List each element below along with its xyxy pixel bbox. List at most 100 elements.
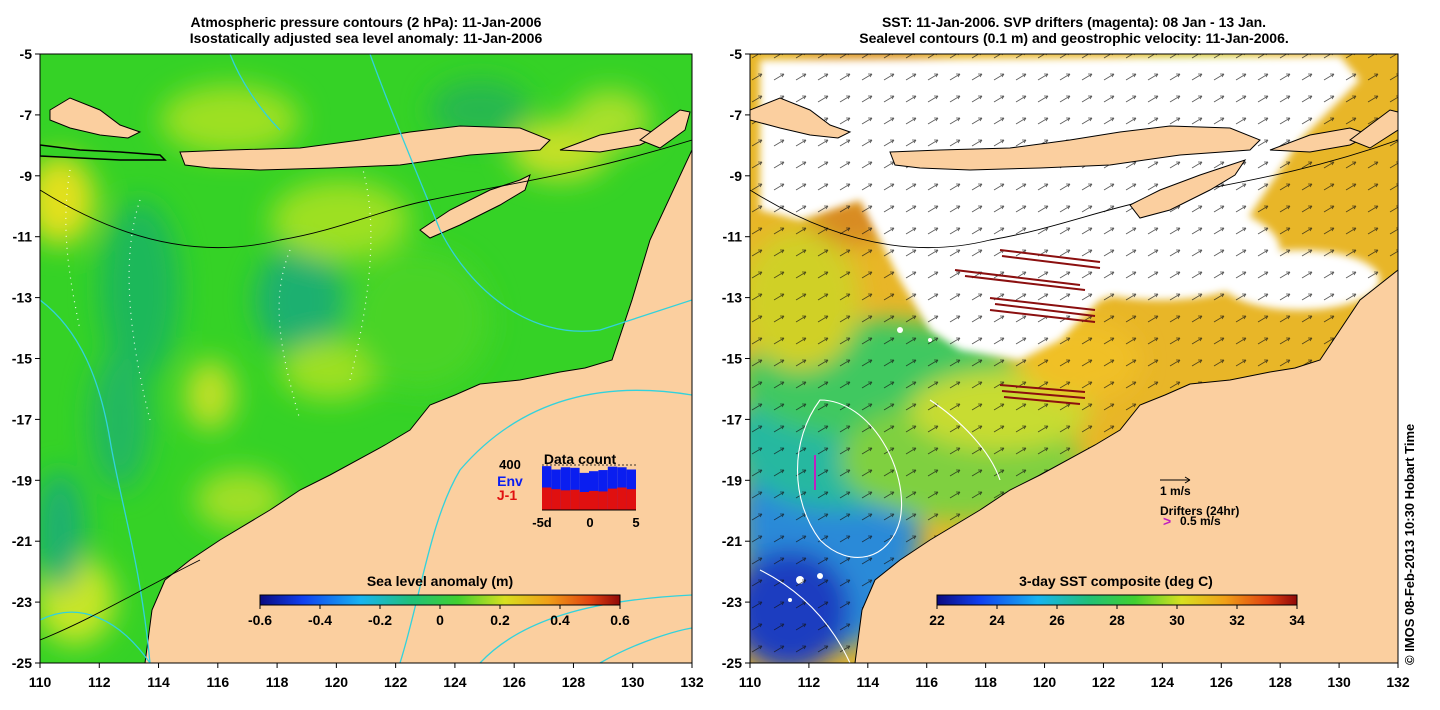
sla-colorbar: Sea level anomaly (m) -0.6 -0.4 -0.2 0 0.2 0.… bbox=[248, 573, 630, 628]
lat-label: -25 bbox=[12, 655, 32, 671]
env-count-bar bbox=[589, 471, 599, 510]
colorbar-tick-label: 22 bbox=[929, 612, 945, 628]
lat-label: -13 bbox=[12, 290, 32, 306]
lat-label: -15 bbox=[12, 351, 32, 367]
lon-label: 112 bbox=[88, 674, 111, 690]
lon-label: 124 bbox=[443, 674, 467, 690]
lon-label: 120 bbox=[1033, 674, 1057, 690]
colorbar-tick-label: 0.2 bbox=[490, 612, 510, 628]
colorbar-tick-label: 34 bbox=[1289, 612, 1305, 628]
data-count-bars bbox=[542, 464, 636, 511]
land bbox=[40, 97, 692, 663]
colorbar-tick-label: 24 bbox=[989, 612, 1005, 628]
sea-level-anomaly-map: -5 -7 -9 -11 -13 -15 -17 -19 -21 -23 -25 110 112 114 1… bbox=[12, 46, 704, 690]
drifters-legend-title: Drifters (24hr) bbox=[1160, 504, 1239, 518]
land bbox=[750, 97, 1398, 663]
j1-count-bar bbox=[570, 489, 580, 510]
lon-label: 120 bbox=[325, 674, 349, 690]
lon-label: 128 bbox=[562, 674, 586, 690]
lat-label: -9 bbox=[730, 168, 743, 184]
drifter-tracks bbox=[954, 249, 1101, 405]
inset-x-label: 5 bbox=[632, 515, 639, 530]
lat-label: -17 bbox=[12, 411, 32, 427]
lon-label: 122 bbox=[1092, 674, 1116, 690]
j1-count-bar bbox=[542, 487, 552, 510]
lat-label: -21 bbox=[12, 533, 32, 549]
lon-label: 110 bbox=[29, 674, 52, 690]
lat-label: -15 bbox=[722, 351, 742, 367]
sla-field bbox=[40, 54, 692, 663]
lon-label: 110 bbox=[739, 674, 762, 690]
colorbar-tick-label: 32 bbox=[1229, 612, 1245, 628]
sst-colorbar-title: 3-day SST composite (deg C) bbox=[1019, 573, 1213, 589]
lat-label: -7 bbox=[730, 107, 743, 123]
j1-count-bar bbox=[598, 491, 608, 510]
lat-label: -9 bbox=[20, 168, 33, 184]
colorbar-tick-label: 0.6 bbox=[610, 612, 630, 628]
lon-label: 128 bbox=[1269, 674, 1293, 690]
data-count-inset: 400 Env J-1 Data count -5d 0 5 bbox=[497, 451, 640, 530]
lon-label: 132 bbox=[1386, 674, 1410, 690]
data-count-x-labels: -5d 0 5 bbox=[532, 515, 639, 530]
j1-count-bar bbox=[551, 489, 561, 510]
lat-label: -7 bbox=[20, 107, 33, 123]
lon-label: 130 bbox=[1327, 674, 1351, 690]
drifters-legend: Drifters (24hr) > 0.5 m/s bbox=[1160, 504, 1239, 529]
lon-label: 116 bbox=[915, 674, 938, 690]
velocity-scale-label: 1 m/s bbox=[1160, 484, 1191, 498]
lon-label: 118 bbox=[266, 674, 289, 690]
colorbar-tick-label: 28 bbox=[1109, 612, 1125, 628]
j1-count-bar bbox=[626, 489, 636, 510]
j1-count-bar bbox=[589, 490, 599, 510]
lat-label: -19 bbox=[12, 472, 32, 488]
env-count-bar bbox=[607, 466, 618, 510]
lat-label: -11 bbox=[723, 229, 743, 245]
velocity-scale: 1 m/s bbox=[1160, 476, 1191, 498]
lat-label: -5 bbox=[730, 46, 743, 62]
lon-label: 124 bbox=[1151, 674, 1175, 690]
lon-label: 116 bbox=[207, 674, 230, 690]
copyright-notice: © IMOS 08-Feb-2013 10:30 Hobart Time bbox=[1402, 423, 1417, 665]
data-count-j1-legend: J-1 bbox=[497, 487, 517, 503]
data-count-env-legend: Env bbox=[497, 473, 523, 489]
lon-label: 130 bbox=[621, 674, 645, 690]
colorbar-tick-label: -0.6 bbox=[248, 612, 272, 628]
lon-label: 132 bbox=[680, 674, 704, 690]
lon-label: 114 bbox=[147, 674, 170, 690]
sla-colorbar-title: Sea level anomaly (m) bbox=[367, 573, 513, 589]
lat-label: -5 bbox=[20, 46, 33, 62]
colorbar-tick-label: -0.4 bbox=[308, 612, 332, 628]
lat-label: -23 bbox=[12, 594, 32, 610]
drifter-scale-label: 0.5 m/s bbox=[1180, 514, 1221, 528]
lon-label: 126 bbox=[1210, 674, 1234, 690]
j1-count-bar bbox=[607, 488, 618, 510]
lat-label: -23 bbox=[722, 594, 742, 610]
data-count-title: Data count bbox=[544, 451, 617, 467]
right-map-title-line2: Sealevel contours (0.1 m) and geostrophi… bbox=[859, 30, 1289, 46]
sst-colorbar-ticks: 22 24 26 28 30 32 34 bbox=[929, 605, 1305, 628]
env-count-bar bbox=[560, 467, 571, 510]
env-count-bar bbox=[598, 470, 608, 510]
colorbar-tick-label: 0.4 bbox=[550, 612, 570, 628]
right-map-title-line1: SST: 11-Jan-2006. SVP drifters (magenta)… bbox=[881, 14, 1267, 30]
lat-label: -13 bbox=[722, 290, 742, 306]
data-count-max-label: 400 bbox=[499, 457, 521, 472]
lat-label: -25 bbox=[722, 655, 742, 671]
sla-colorbar-ticks: -0.6 -0.4 -0.2 0 0.2 0.4 0.6 bbox=[248, 605, 630, 628]
lon-label: 112 bbox=[798, 674, 821, 690]
colorbar-tick-label: 26 bbox=[1049, 612, 1065, 628]
right-map-axes: -5 -7 -9 -11 -13 -15 -17 -19 -21 -23 -25 110 112 114 1… bbox=[722, 46, 1410, 690]
left-map-title-line1: Atmospheric pressure contours (2 hPa): 1… bbox=[190, 14, 542, 30]
lat-label: -21 bbox=[722, 533, 742, 549]
sst-field bbox=[750, 54, 1398, 663]
colorbar-tick-label: 30 bbox=[1169, 612, 1185, 628]
lat-label: -19 bbox=[722, 472, 742, 488]
j1-count-bar bbox=[560, 490, 571, 510]
colorbar-tick-label: 0 bbox=[436, 612, 444, 628]
left-map-axes: -5 -7 -9 -11 -13 -15 -17 -19 -21 -23 -25 110 112 114 1… bbox=[12, 46, 704, 690]
inset-x-label: 0 bbox=[586, 515, 593, 530]
lon-label: 122 bbox=[384, 674, 408, 690]
j1-count-bar bbox=[617, 487, 627, 510]
